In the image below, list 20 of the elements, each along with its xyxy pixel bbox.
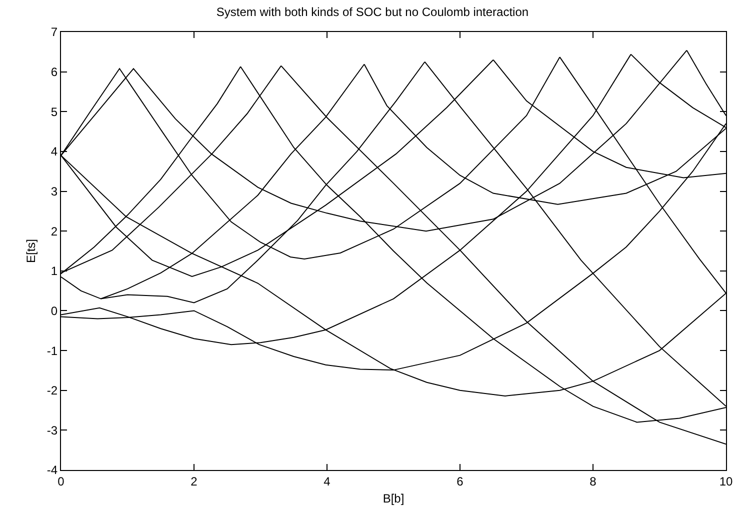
x-tick-label: 8 <box>590 474 597 488</box>
y-tick-label: -3 <box>46 423 58 438</box>
x-axis-title: B[b] <box>382 491 404 506</box>
x-tick-label: 6 <box>456 474 464 488</box>
y-tick-label: -4 <box>46 463 58 478</box>
chart-title: System with both kinds of SOC but no Coulomb interaction <box>216 5 529 20</box>
y-tick-label: 0 <box>50 304 58 318</box>
y-tick-label: 4 <box>50 144 58 159</box>
x-tick-label: 10 <box>719 474 733 488</box>
x-tick-label: 4 <box>324 474 331 488</box>
y-axis-title: E[ts] <box>24 238 38 264</box>
y-tick-label: 1 <box>50 264 58 278</box>
y-tick-label: 2 <box>50 224 58 238</box>
y-tick-label: 6 <box>50 65 58 80</box>
y-tick-label: 7 <box>50 25 58 40</box>
y-tick-label: -1 <box>46 344 58 358</box>
y-tick-label: 5 <box>50 104 58 119</box>
y-tick-label: -2 <box>46 384 58 398</box>
x-tick-label: 2 <box>190 474 198 488</box>
y-tick-label: 3 <box>50 184 58 198</box>
